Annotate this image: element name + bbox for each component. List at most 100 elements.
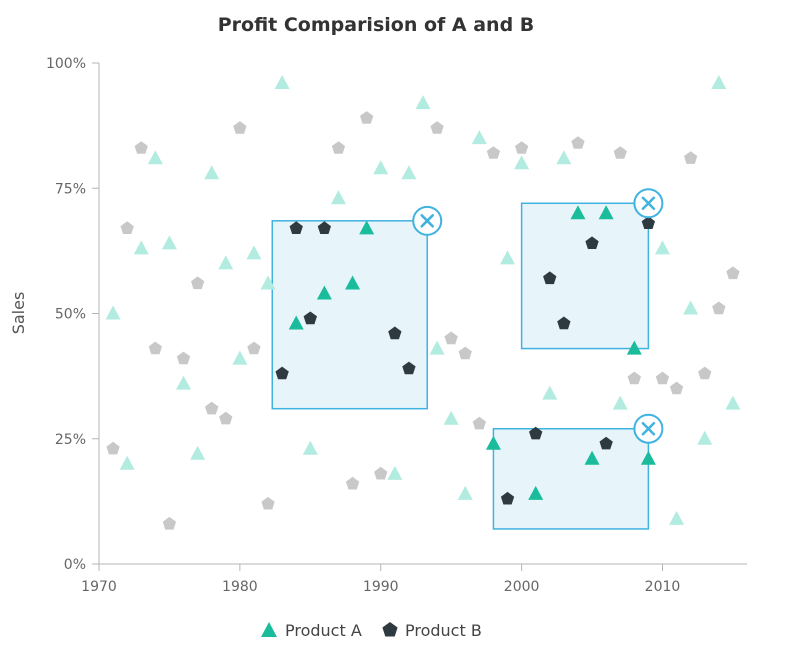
product-b-point[interactable] bbox=[698, 366, 712, 380]
product-a-point[interactable] bbox=[697, 430, 713, 445]
product-a-point[interactable] bbox=[429, 340, 445, 355]
product-a-point[interactable] bbox=[274, 75, 290, 90]
product-a-point[interactable] bbox=[415, 95, 431, 110]
y-tick-label: 75% bbox=[55, 181, 86, 197]
product-a-point[interactable] bbox=[387, 465, 403, 480]
product-b-point[interactable] bbox=[486, 146, 501, 159]
selection-close-icon[interactable] bbox=[633, 188, 664, 219]
product-a-point[interactable] bbox=[584, 450, 600, 465]
product-a-point[interactable] bbox=[246, 245, 262, 260]
product-a-point[interactable] bbox=[204, 165, 220, 180]
product-b-point[interactable] bbox=[106, 441, 120, 455]
product-b-point[interactable] bbox=[275, 366, 289, 380]
product-a-point[interactable] bbox=[598, 205, 614, 220]
product-a-point[interactable] bbox=[725, 395, 741, 410]
product-b-point[interactable] bbox=[233, 121, 247, 134]
product-b-point[interactable] bbox=[712, 301, 726, 315]
product-b-point[interactable] bbox=[515, 141, 529, 154]
product-a-point[interactable] bbox=[542, 385, 558, 400]
product-b-point[interactable] bbox=[726, 266, 740, 280]
product-b-point[interactable] bbox=[374, 466, 388, 480]
product-a-point[interactable] bbox=[147, 150, 163, 165]
product-b-point[interactable] bbox=[655, 371, 670, 385]
product-b-point[interactable] bbox=[289, 221, 303, 234]
product-a-point[interactable] bbox=[500, 250, 516, 265]
product-b-point[interactable] bbox=[303, 311, 317, 325]
product-b-point[interactable] bbox=[261, 496, 275, 510]
product-a-point[interactable] bbox=[711, 75, 727, 90]
legend-item-product-a[interactable]: Product A bbox=[261, 621, 362, 640]
product-a-point[interactable] bbox=[133, 240, 149, 255]
product-a-point[interactable] bbox=[302, 440, 318, 455]
product-b-point[interactable] bbox=[345, 476, 360, 490]
product-b-point[interactable] bbox=[162, 516, 177, 530]
x-tick-label: 1990 bbox=[363, 579, 399, 595]
product-a-point[interactable] bbox=[218, 255, 234, 270]
product-b-point[interactable] bbox=[176, 351, 191, 365]
close-x-mark bbox=[420, 214, 434, 228]
product-a-point[interactable] bbox=[626, 340, 642, 355]
product-a-point[interactable] bbox=[260, 275, 276, 290]
product-a-point[interactable] bbox=[485, 435, 501, 450]
product-b-point[interactable] bbox=[247, 341, 261, 355]
product-b-point[interactable] bbox=[669, 381, 684, 395]
selection-close-icon[interactable] bbox=[412, 205, 443, 236]
product-b-point[interactable] bbox=[219, 411, 233, 425]
product-a-point[interactable] bbox=[443, 410, 459, 425]
product-b-point[interactable] bbox=[500, 491, 515, 505]
product-b-point[interactable] bbox=[571, 136, 585, 149]
product-a-point[interactable] bbox=[640, 450, 656, 465]
product-a-point[interactable] bbox=[345, 275, 361, 290]
product-b-point[interactable] bbox=[613, 146, 627, 159]
product-b-point[interactable] bbox=[684, 151, 698, 164]
product-b-point[interactable] bbox=[557, 316, 571, 330]
product-a-point[interactable] bbox=[232, 350, 248, 365]
product-a-point[interactable] bbox=[570, 205, 586, 220]
product-b-point[interactable] bbox=[529, 426, 543, 440]
product-a-point[interactable] bbox=[654, 240, 670, 255]
close-x-mark bbox=[641, 421, 656, 436]
product-b-point[interactable] bbox=[331, 141, 346, 154]
product-a-point[interactable] bbox=[359, 220, 375, 235]
product-a-point[interactable] bbox=[330, 190, 346, 205]
product-b-point[interactable] bbox=[317, 221, 331, 234]
x-tick-label: 2010 bbox=[645, 579, 681, 595]
product-a-point[interactable] bbox=[401, 165, 417, 180]
product-b-point[interactable] bbox=[430, 121, 444, 134]
product-a-point[interactable] bbox=[161, 235, 177, 250]
product-a-point[interactable] bbox=[105, 305, 121, 320]
product-a-point[interactable] bbox=[190, 445, 206, 460]
product-a-point[interactable] bbox=[471, 130, 487, 145]
product-a-point[interactable] bbox=[612, 395, 628, 410]
product-b-point[interactable] bbox=[641, 216, 655, 229]
product-b-point[interactable] bbox=[599, 436, 613, 450]
selection-close-icon[interactable] bbox=[633, 413, 664, 444]
product-a-point[interactable] bbox=[556, 150, 572, 165]
product-b-point[interactable] bbox=[402, 361, 416, 375]
legend-item-product-b[interactable]: Product B bbox=[382, 621, 482, 640]
product-a-point[interactable] bbox=[176, 375, 192, 390]
product-a-point[interactable] bbox=[288, 315, 304, 330]
product-b-point[interactable] bbox=[360, 111, 374, 124]
product-a-point[interactable] bbox=[119, 455, 135, 470]
selection-rect bbox=[271, 220, 428, 410]
product-a-point[interactable] bbox=[514, 155, 530, 170]
product-b-point[interactable] bbox=[458, 346, 472, 360]
product-b-point[interactable] bbox=[585, 236, 599, 249]
product-b-point[interactable] bbox=[148, 341, 162, 355]
product-b-point[interactable] bbox=[444, 331, 458, 345]
product-a-point[interactable] bbox=[373, 160, 389, 175]
product-b-point[interactable] bbox=[134, 141, 148, 154]
product-b-point[interactable] bbox=[627, 371, 641, 385]
product-b-point[interactable] bbox=[543, 271, 557, 285]
product-a-point[interactable] bbox=[457, 485, 473, 500]
product-a-point[interactable] bbox=[683, 300, 699, 315]
product-b-point[interactable] bbox=[205, 401, 219, 415]
product-a-point[interactable] bbox=[669, 510, 685, 525]
product-a-point[interactable] bbox=[316, 285, 332, 300]
product-b-point[interactable] bbox=[120, 221, 134, 234]
product-b-point[interactable] bbox=[191, 276, 205, 290]
product-b-point[interactable] bbox=[388, 326, 402, 340]
product-a-point[interactable] bbox=[528, 485, 544, 500]
product-b-point[interactable] bbox=[472, 416, 486, 430]
